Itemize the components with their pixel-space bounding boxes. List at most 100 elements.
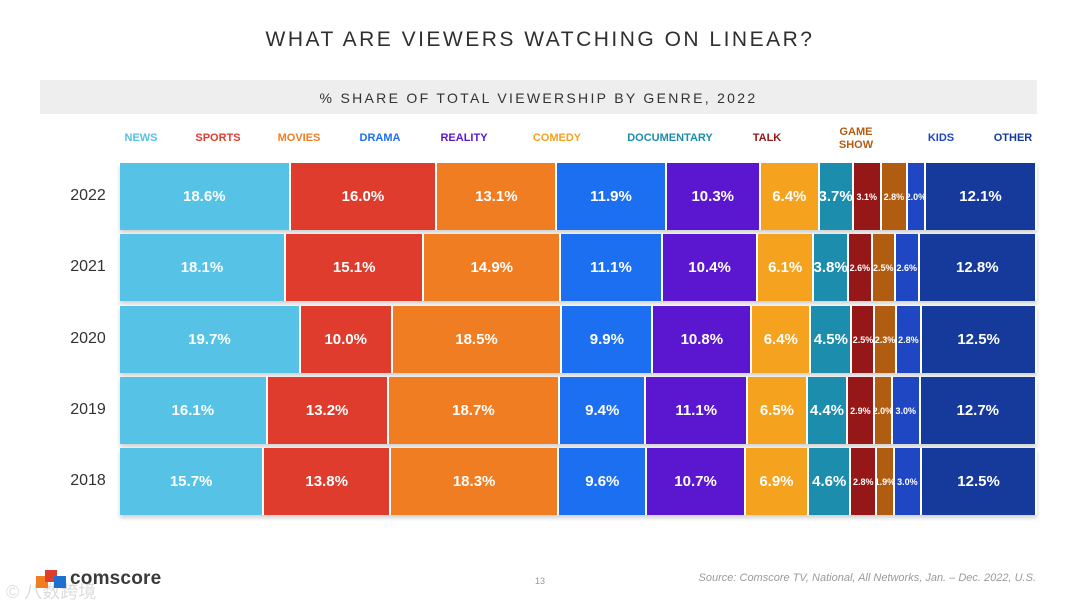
data-label: 10.7% — [674, 473, 717, 490]
data-label: 4.5% — [813, 331, 848, 348]
bar-segment: 11.9% — [557, 163, 667, 230]
data-label: 6.5% — [759, 402, 795, 419]
data-label: 6.9% — [759, 473, 794, 490]
bar-segment: 9.6% — [559, 448, 648, 515]
data-label: 18.5% — [455, 331, 498, 348]
bar-row: 16.1% 13.2% 18.7% 9.4% 11.1% 6.5% 4.4% 2.9% 2.0%… — [120, 377, 1037, 444]
bar-segment: 2.5% — [852, 306, 876, 373]
data-label: 11.1% — [675, 402, 718, 419]
bar-segment: 3.0% — [893, 377, 921, 444]
legend-label: MOVIES — [277, 132, 321, 144]
data-label: 3.1% — [856, 191, 878, 202]
bar-segment: 14.9% — [424, 234, 562, 301]
data-label: 13.8% — [305, 473, 348, 490]
bar-segment: 9.9% — [562, 306, 654, 373]
data-label: 12.1% — [959, 188, 1002, 205]
legend-label: TALK — [752, 132, 782, 144]
bar-segment: 2.0% — [907, 163, 927, 230]
category-label: 2022 — [70, 187, 106, 204]
data-label: 2.0% — [875, 405, 894, 416]
data-label: 2.8% — [898, 334, 919, 345]
bar-row: 18.6% 16.0% 13.1% 11.9% 10.3% 6.4% 3.7% 3.1% 2.8… — [120, 163, 1037, 230]
legend-label: GAME SHOW — [838, 126, 874, 151]
bar-segment: 18.6% — [120, 163, 291, 230]
data-label: 14.9% — [470, 259, 514, 276]
data-label: 3.7% — [819, 188, 853, 205]
data-label: 2.9% — [850, 405, 871, 416]
bar-segment: 15.1% — [285, 234, 425, 301]
data-label: 3.8% — [814, 259, 848, 276]
category-label: 2020 — [70, 330, 106, 347]
bar-segment: 3.7% — [819, 163, 854, 230]
bar-segment: 6.9% — [745, 448, 810, 515]
bar-segment: 13.2% — [267, 377, 389, 444]
bar-segment: 3.1% — [853, 163, 883, 230]
bar-segment: 2.8% — [882, 163, 908, 230]
data-label: 10.0% — [324, 331, 367, 348]
bar-segment: 16.1% — [120, 377, 268, 444]
bar-segment: 13.8% — [264, 448, 392, 515]
data-label: 12.8% — [956, 259, 999, 276]
data-label: 18.6% — [183, 188, 226, 205]
bar-segment: 10.4% — [662, 234, 759, 301]
subtitle-band: % SHARE OF TOTAL VIEWERSHIP BY GENRE, 20… — [40, 80, 1037, 114]
data-label: 2.0% — [908, 191, 927, 202]
page-number: 13 — [534, 576, 545, 586]
bar-segment: 6.4% — [752, 306, 812, 373]
bar-segment: 12.1% — [926, 163, 1037, 230]
data-label: 10.8% — [680, 331, 724, 348]
data-label: 6.4% — [763, 331, 798, 348]
chart-subtitle: % SHARE OF TOTAL VIEWERSHIP BY GENRE, 20… — [319, 90, 758, 106]
data-label: 2.3% — [875, 334, 896, 345]
bar-segment: 4.5% — [811, 306, 853, 373]
data-label: 2.6% — [849, 262, 871, 273]
bar-segment: 11.1% — [646, 377, 749, 444]
bar-segment: 10.8% — [653, 306, 753, 373]
bar-segment: 2.8% — [851, 448, 878, 515]
bar-segment: 2.3% — [875, 306, 897, 373]
data-label: 13.2% — [305, 402, 349, 419]
bar-segment: 19.7% — [120, 306, 301, 373]
bar-segment: 15.7% — [120, 448, 265, 515]
data-label: 3.0% — [897, 476, 918, 487]
bar-segment: 3.0% — [894, 448, 923, 515]
bar-segment: 10.0% — [300, 306, 393, 373]
bar-segment: 6.1% — [758, 234, 815, 301]
bar-segment: 3.8% — [814, 234, 849, 301]
category-label: 2019 — [70, 401, 106, 418]
bar-segment: 11.1% — [561, 234, 663, 301]
logo-text: comscore — [70, 568, 162, 589]
data-label: 2.5% — [873, 262, 894, 273]
data-label: 13.1% — [475, 188, 518, 205]
data-label: 10.3% — [691, 188, 735, 205]
bar-segment: 1.9% — [877, 448, 895, 515]
data-label: 4.4% — [809, 402, 845, 419]
legend-label: OTHER — [993, 132, 1033, 144]
data-label: 12.7% — [956, 402, 1000, 419]
bar-segment: 18.1% — [120, 234, 286, 301]
bar-segment: 2.5% — [872, 234, 896, 301]
bar-segment: 6.5% — [748, 377, 808, 444]
bar-segment: 13.1% — [437, 163, 558, 230]
bar-segment: 4.6% — [809, 448, 852, 515]
data-label: 18.3% — [452, 473, 496, 490]
data-label: 2.6% — [896, 262, 917, 273]
data-label: 2.8% — [883, 191, 905, 202]
data-label: 16.0% — [341, 188, 385, 205]
data-label: 10.4% — [688, 259, 731, 276]
data-label: 9.9% — [589, 331, 624, 348]
data-label: 18.7% — [452, 402, 495, 419]
bar-segment: 10.7% — [647, 448, 746, 515]
data-label: 3.0% — [895, 405, 917, 416]
legend-label: REALITY — [440, 132, 488, 144]
bar-segment: 2.9% — [848, 377, 875, 444]
bar-segment: 18.3% — [391, 448, 560, 515]
bar-segment: 2.0% — [874, 377, 894, 444]
bar-segment: 16.0% — [290, 163, 438, 230]
legend-label: COMEDY — [532, 132, 582, 144]
bar-segment: 2.8% — [896, 306, 923, 373]
bar-segment: 12.8% — [919, 234, 1037, 301]
data-label: 11.9% — [590, 188, 632, 205]
legend-label: DRAMA — [359, 132, 401, 144]
